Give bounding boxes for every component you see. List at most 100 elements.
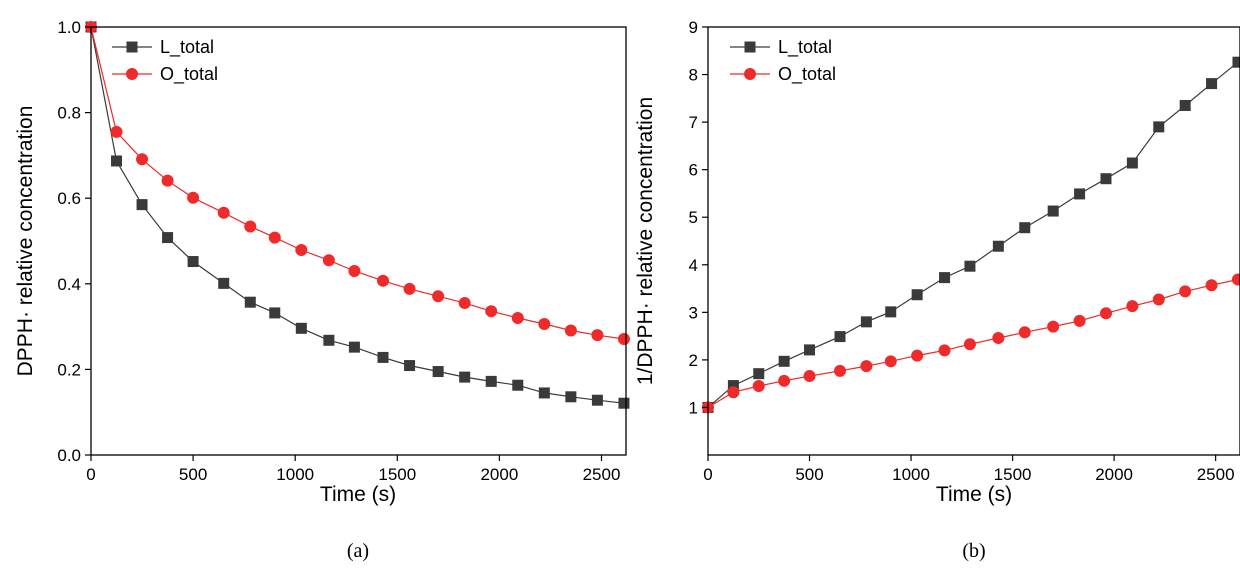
x-axis-title-a: Time (s) (320, 483, 396, 506)
data-point-l-total-b (911, 289, 923, 301)
legend-marker-l-total-a (126, 41, 138, 53)
data-point-o-total-a (295, 243, 308, 256)
data-point-o-total-a (432, 290, 445, 303)
x-tick-label-b: 500 (795, 465, 823, 484)
data-point-l-total-a (459, 371, 471, 383)
legend-b: L_total O_total (730, 37, 836, 85)
data-point-l-total-a (377, 351, 389, 363)
panel-a: 0 500 1000 1500 2000 2500 0.00.20.40.60.81.0 … (14, 18, 630, 562)
y-tick-label-b: 8 (689, 66, 698, 85)
data-point-o-total-b (938, 344, 951, 357)
x-tick-label-b: 1500 (994, 465, 1032, 484)
x-tick-label-a: 1000 (276, 465, 314, 484)
data-point-o-total-b (963, 338, 976, 351)
y-tick-label-a: 0.4 (57, 275, 81, 294)
y-tick-label-a: 1.0 (57, 18, 81, 37)
data-point-o-total-a (136, 153, 149, 166)
y-tick-label-a: 0.6 (57, 189, 81, 208)
data-point-l-total-b (1100, 173, 1112, 185)
x-tick-label-a: 0 (86, 465, 95, 484)
legend-label-l-total-b: L_total (778, 37, 832, 58)
data-point-l-total-b (1179, 99, 1191, 111)
data-point-o-total-b (860, 360, 873, 373)
data-point-l-total-a (111, 155, 123, 167)
y-tick-label-b: 2 (689, 351, 698, 370)
data-point-o-total-a (617, 333, 630, 346)
data-point-o-total-b (1018, 326, 1031, 339)
y-axis-b: 1 2 3 4 5 6 7 8 9 (689, 18, 708, 417)
data-point-o-total-b (778, 374, 791, 387)
data-point-o-total-b (1179, 285, 1192, 298)
y-tick-label-b: 7 (689, 113, 698, 132)
y-axis-title-a: DPPH· relative concentration (14, 106, 37, 377)
x-axis-b: 0 500 1000 1500 2000 2500 (703, 455, 1235, 484)
data-point-l-total-a (565, 391, 577, 403)
data-point-l-total-a (218, 277, 230, 289)
plot-area-a (85, 21, 630, 409)
data-point-l-total-b (804, 344, 816, 356)
data-point-l-total-a (538, 387, 550, 399)
legend-label-l-total-a: L_total (160, 37, 214, 58)
data-point-l-total-b (964, 260, 976, 272)
data-point-o-total-a (322, 254, 335, 267)
data-point-o-total-b (1205, 279, 1218, 292)
data-point-o-total-b (803, 370, 816, 383)
y-tick-label-a: 0.0 (57, 446, 81, 465)
data-point-l-total-b (1126, 157, 1138, 169)
data-point-l-total-a (618, 397, 630, 409)
data-point-o-total-a (268, 231, 281, 244)
data-point-o-total-b (752, 380, 765, 393)
y-tick-label-b: 6 (689, 161, 698, 180)
data-point-l-total-a (269, 307, 281, 319)
data-point-l-total-b (992, 240, 1004, 252)
data-point-o-total-b (1099, 307, 1112, 320)
x-axis-title-b: Time (s) (936, 483, 1012, 506)
y-tick-label-b: 4 (689, 256, 698, 275)
data-point-l-total-b (1206, 78, 1218, 90)
data-point-l-total-a (348, 341, 360, 353)
data-point-l-total-b (1232, 56, 1240, 68)
data-point-l-total-a (162, 232, 174, 244)
data-point-l-total-a (187, 256, 199, 268)
x-tick-label-b: 2500 (1197, 465, 1235, 484)
data-point-o-total-a (244, 220, 257, 233)
plot-area-b (702, 56, 1240, 414)
data-point-l-total-b (1019, 222, 1031, 234)
x-tick-label-a: 2000 (480, 465, 518, 484)
x-tick-label-a: 500 (179, 465, 207, 484)
data-point-l-total-a (295, 322, 307, 334)
y-axis-title-b: 1/DPPH· relative concentration (634, 97, 657, 385)
legend-marker-o-total-b (744, 68, 756, 80)
legend-label-o-total-a: O_total (160, 64, 218, 85)
data-point-l-total-a (512, 379, 524, 391)
data-point-l-total-a (244, 296, 256, 308)
y-axis-a: 0.0 0.2 0.4 0.6 0.8 1.0 (57, 18, 91, 465)
axes-frame-b (707, 26, 1240, 456)
x-tick-label-b: 1000 (892, 465, 930, 484)
data-point-o-total-a (348, 264, 361, 277)
data-point-o-total-b (1231, 273, 1240, 286)
data-point-o-total-b (1047, 320, 1060, 333)
data-point-l-total-a (323, 334, 335, 346)
data-point-l-total-a (432, 366, 444, 378)
legend-a: L_total O_total (112, 37, 218, 85)
x-tick-label-b: 2000 (1095, 465, 1133, 484)
y-tick-label-b: 3 (689, 303, 698, 322)
data-point-o-total-b (1073, 314, 1086, 327)
data-point-o-total-a (564, 324, 577, 337)
data-point-l-total-b (1047, 205, 1059, 217)
legend-marker-l-total-b (744, 41, 756, 53)
data-point-o-total-b (911, 349, 924, 362)
x-tick-label-a: 1500 (378, 465, 416, 484)
data-point-o-total-a (458, 297, 471, 310)
data-point-o-total-a (538, 318, 551, 331)
y-tick-label-a: 0.8 (57, 104, 81, 123)
data-point-l-total-b (834, 331, 846, 343)
data-point-l-total-a (136, 199, 148, 211)
data-point-l-total-b (753, 368, 765, 380)
axes-frame-a (90, 26, 627, 456)
data-point-l-total-b (885, 306, 897, 318)
x-tick-label-b: 0 (703, 465, 712, 484)
data-point-o-total-a (187, 191, 200, 204)
